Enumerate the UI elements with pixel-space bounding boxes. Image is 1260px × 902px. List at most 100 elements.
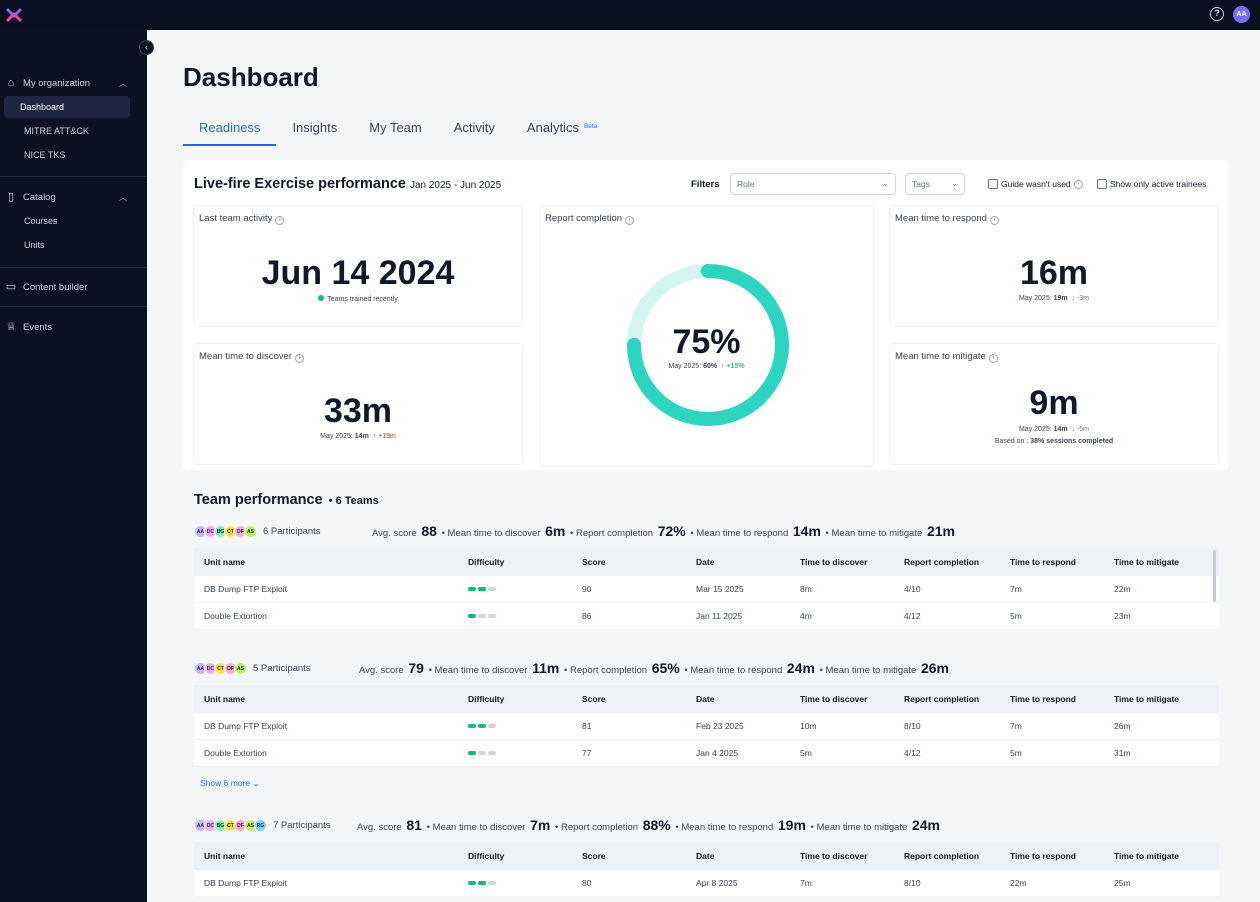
sidebar-group-header-my-organization[interactable]: ⌂ My organization ︿ bbox=[0, 72, 147, 94]
column-header[interactable]: Unit name bbox=[204, 851, 246, 861]
column-header[interactable]: Time to mitigate bbox=[1114, 557, 1180, 567]
column-header[interactable]: Time to respond bbox=[1010, 851, 1076, 861]
difficulty-pip bbox=[468, 881, 476, 885]
last-activity-sub-text: Teams trained recently bbox=[327, 296, 398, 303]
info-icon[interactable]: i bbox=[275, 216, 285, 225]
tab-activity[interactable]: Activity bbox=[453, 120, 495, 135]
sidebar-item-nice-tks[interactable]: NICE TKS bbox=[24, 150, 66, 160]
user-avatar[interactable]: AA bbox=[1233, 6, 1250, 23]
table-cell: 26m bbox=[1114, 721, 1131, 731]
checkbox-box[interactable] bbox=[1097, 179, 1107, 189]
column-header[interactable]: Time to mitigate bbox=[1114, 851, 1180, 861]
table-scrollbar[interactable] bbox=[1213, 550, 1216, 602]
tab-insights[interactable]: Insights bbox=[292, 120, 338, 135]
avg-score-value: 81 bbox=[406, 817, 422, 833]
table-cell: Double Extortion bbox=[204, 748, 267, 758]
table-cell: 25m bbox=[1114, 878, 1131, 888]
sidebar-item-mitre-attack[interactable]: MITRE ATT&CK bbox=[24, 126, 89, 136]
x-logo-icon[interactable] bbox=[5, 6, 23, 24]
page-title: Dashboard bbox=[183, 62, 319, 92]
column-header[interactable]: Report completion bbox=[904, 694, 980, 704]
participant-avatar[interactable]: DF bbox=[224, 661, 237, 675]
sidebar-group-header-catalog[interactable]: ▯ Catalog ︿ bbox=[0, 186, 147, 208]
table-row[interactable]: Double Extortion 77 Jan 4 2025 5m 4/12 5m 31m bbox=[194, 740, 1219, 767]
column-header[interactable]: Unit name bbox=[204, 557, 246, 567]
difficulty-pip bbox=[488, 724, 496, 728]
column-header[interactable]: Unit name bbox=[204, 694, 246, 704]
table-row[interactable]: DB Dump FTP Exploit 80 Apr 8 2025 7m 8/10 22m… bbox=[194, 870, 1219, 897]
difficulty-pip bbox=[488, 751, 496, 755]
sidebar-item-dashboard[interactable]: Dashboard bbox=[4, 96, 130, 118]
sidebar-item-units[interactable]: Units bbox=[24, 240, 45, 250]
avg-score-value: 88 bbox=[421, 523, 437, 539]
card-label-text: Report completion bbox=[545, 213, 623, 224]
help-icon[interactable]: ? bbox=[1210, 7, 1224, 21]
team-header: AA DC BG CT DF AS RG 7 Participants Avg. score 8… bbox=[194, 812, 1219, 838]
table-cell: Mar 15 2025 bbox=[696, 584, 744, 594]
livefire-title: Live-fire Exercise performance Jan 2025 -… bbox=[194, 176, 501, 192]
sidebar-collapse-button[interactable]: ‹ bbox=[139, 40, 154, 55]
card-label: Mean time to discover i bbox=[199, 351, 304, 363]
column-header[interactable]: Date bbox=[696, 557, 715, 567]
show-more-link[interactable]: Show 6 more ⌄ bbox=[200, 778, 260, 789]
card-mttr: Mean time to respond i 16m May 2025: 19m … bbox=[889, 205, 1219, 327]
mttm-prev-label: May 2025: bbox=[1018, 426, 1052, 433]
column-header[interactable]: Time to respond bbox=[1010, 557, 1076, 567]
sidebar-item-events[interactable]: ♕ Events bbox=[0, 316, 147, 338]
column-header[interactable]: Date bbox=[696, 694, 715, 704]
column-header[interactable]: Time to discover bbox=[800, 851, 868, 861]
column-header[interactable]: Score bbox=[582, 557, 606, 567]
participant-avatar[interactable]: DC bbox=[204, 524, 217, 538]
table-cell: DB Dump FTP Exploit bbox=[204, 584, 287, 594]
column-header[interactable]: Score bbox=[582, 851, 606, 861]
column-header[interactable]: Time to respond bbox=[1010, 694, 1076, 704]
rc-label: • Report completion bbox=[555, 822, 639, 833]
rc-label: • Report completion bbox=[564, 665, 648, 676]
column-header[interactable]: Score bbox=[582, 694, 606, 704]
role-select[interactable]: Role ⌄ bbox=[730, 173, 896, 195]
column-header[interactable]: Report completion bbox=[904, 557, 980, 567]
guide-checkbox[interactable]: Guide wasn't used i bbox=[988, 179, 1083, 189]
column-header[interactable]: Time to discover bbox=[800, 694, 868, 704]
participants-count: 5 Participants bbox=[253, 662, 311, 674]
column-header[interactable]: Date bbox=[696, 851, 715, 861]
participant-avatar[interactable]: AS bbox=[244, 524, 257, 538]
participant-avatars: AA DC BG CT DF AS RG bbox=[194, 818, 267, 832]
column-header[interactable]: Time to mitigate bbox=[1114, 694, 1180, 704]
mttm-label: • Mean time to mitigate bbox=[825, 528, 923, 539]
info-icon[interactable]: i bbox=[989, 216, 999, 225]
column-header[interactable]: Report completion bbox=[904, 851, 980, 861]
participant-avatar[interactable]: AS bbox=[234, 661, 247, 675]
rc-value: 65% bbox=[651, 660, 680, 676]
table-cell: 4/10 bbox=[904, 584, 921, 594]
participant-avatar[interactable]: BG bbox=[214, 524, 227, 538]
info-icon[interactable]: i bbox=[625, 216, 635, 225]
table-row[interactable]: DB Dump FTP Exploit 90 Mar 15 2025 8m 4/10 7m… bbox=[194, 576, 1219, 603]
tags-select[interactable]: Tags ⌄ bbox=[905, 173, 965, 195]
mttr-label: • Mean time to respond bbox=[684, 665, 783, 676]
tab-analytics[interactable]: Analytics Beta bbox=[511, 116, 613, 146]
team-block: AA DC BG CT DF AS RG 7 Participants Avg. score 8… bbox=[194, 812, 1219, 897]
table-row[interactable]: DB Dump FTP Exploit 81 Feb 23 2025 10m 8/10 7… bbox=[194, 713, 1219, 740]
difficulty-pip bbox=[468, 587, 476, 591]
table-cell: 23m bbox=[1114, 611, 1131, 621]
info-icon[interactable]: i bbox=[294, 354, 304, 363]
chevron-down-icon: ⌄ bbox=[252, 778, 260, 788]
column-header[interactable]: Difficulty bbox=[468, 694, 505, 704]
checkbox-box[interactable] bbox=[988, 179, 998, 189]
team-count: • 6 Teams bbox=[328, 495, 379, 507]
tab-my-team[interactable]: My Team bbox=[369, 120, 422, 135]
show-more-label: Show 6 more bbox=[200, 778, 251, 788]
livefire-title-text: Live-fire Exercise performance bbox=[194, 176, 406, 192]
table-cell: 81 bbox=[582, 721, 592, 731]
info-icon[interactable]: i bbox=[988, 354, 998, 363]
column-header[interactable]: Time to discover bbox=[800, 557, 868, 567]
tab-readiness[interactable]: Readiness bbox=[183, 116, 277, 146]
participant-avatar[interactable]: RG bbox=[254, 818, 267, 832]
column-header[interactable]: Difficulty bbox=[468, 851, 505, 861]
table-row[interactable]: Double Extortion 86 Jan 11 2025 4m 4/12 5m 23m bbox=[194, 603, 1219, 630]
column-header[interactable]: Difficulty bbox=[468, 557, 505, 567]
active-trainees-checkbox[interactable]: Show only active trainees bbox=[1097, 179, 1206, 189]
sidebar-item-content-builder[interactable]: ▭ Content builder bbox=[0, 276, 147, 298]
sidebar-item-courses[interactable]: Courses bbox=[24, 216, 58, 226]
